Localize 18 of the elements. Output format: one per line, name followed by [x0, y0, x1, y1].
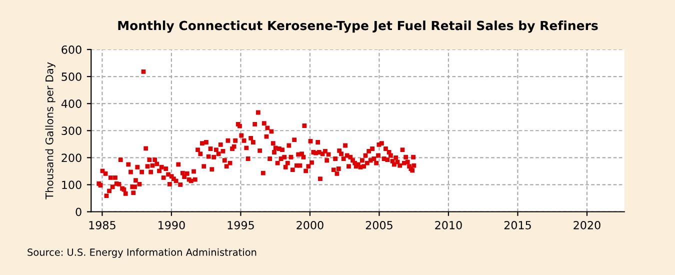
y-tick-label: 400: [61, 100, 82, 108]
x-tick-label: 2015: [504, 220, 531, 230]
x-tick-label: 1985: [89, 220, 116, 230]
x-tick-label: 2005: [366, 220, 392, 230]
y-axis-title: Thousand Gallons per Day: [45, 62, 56, 200]
x-tick-label: 2010: [435, 220, 462, 230]
x-tick-label: 2000: [296, 220, 324, 230]
y-tick-label: 200: [62, 154, 82, 162]
chart-title: Monthly Connecticut Kerosene-Type Jet Fuel Retail Sales by Refiners: [118, 20, 598, 33]
y-tick-label: 600: [62, 45, 82, 54]
x-tick-label: 2020: [574, 220, 600, 230]
y-tick-label: 0: [76, 208, 82, 216]
y-tick-label: 500: [62, 72, 82, 81]
source-note: Source: U.S. Energy Information Administration: [28, 248, 256, 258]
y-tick-label: 300: [62, 126, 82, 136]
x-tick-label: 1990: [158, 220, 185, 230]
y-tick-label: 100: [62, 180, 82, 190]
x-tick-label: 1995: [228, 220, 254, 230]
